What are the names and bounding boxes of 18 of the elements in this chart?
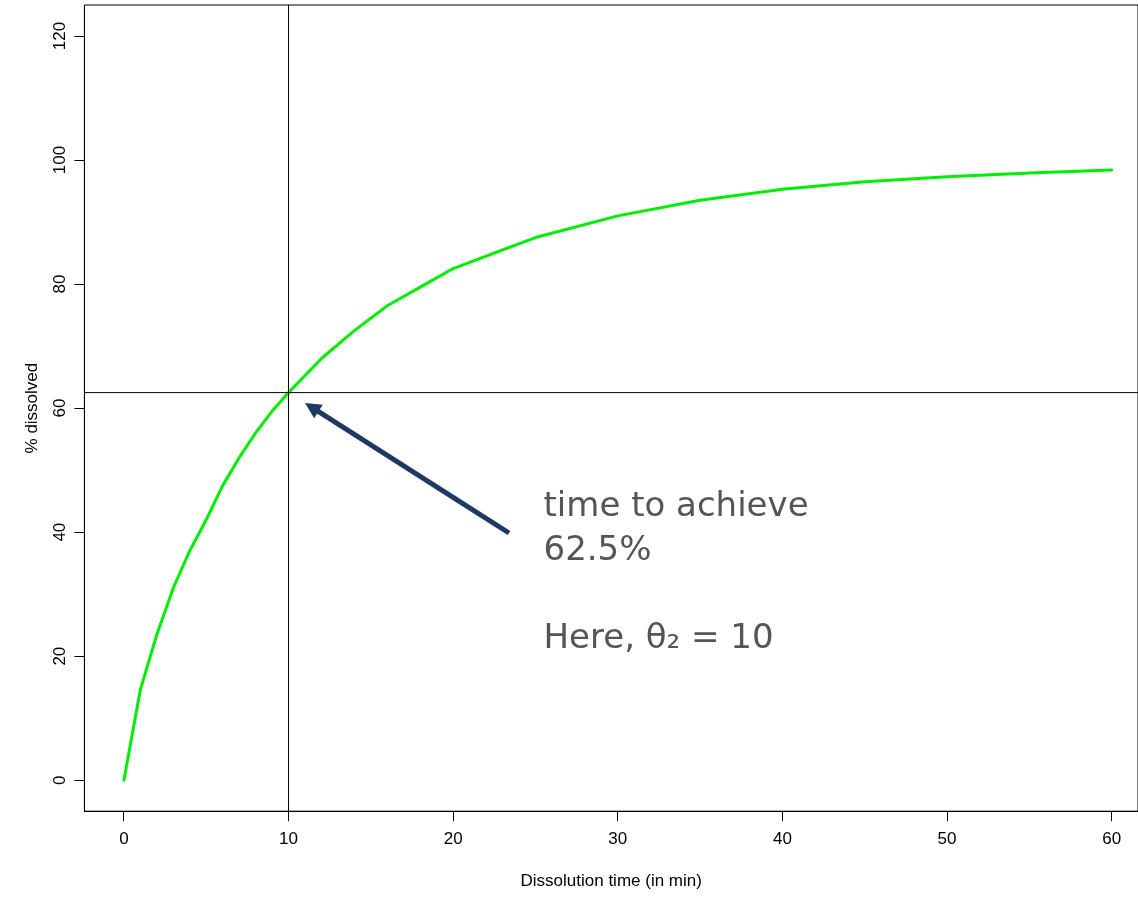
y-tick-label: 0: [50, 775, 70, 785]
x-tick-label: 10: [279, 829, 298, 849]
x-tick-label: 30: [608, 829, 628, 849]
x-tick-label: 0: [119, 829, 129, 849]
y-tick-label: 20: [50, 646, 70, 666]
x-axis-title: Dissolution time (in min): [520, 871, 702, 891]
x-tick-label: 50: [937, 829, 957, 849]
annotation: Here, θ₂ = 10: [543, 614, 774, 658]
y-tick-label: 40: [50, 522, 70, 542]
x-tick-label: 20: [443, 829, 463, 849]
y-tick-label: 60: [50, 398, 70, 418]
x-tick-label: 60: [1102, 829, 1122, 849]
annotation: time to achieve 62.5%: [543, 482, 809, 570]
x-tick-label: 40: [772, 829, 792, 849]
y-axis-title: % dissolved: [21, 362, 41, 454]
y-tick-label: 100: [50, 145, 70, 175]
y-tick-label: 80: [50, 274, 70, 294]
y-tick-label: 120: [50, 21, 70, 51]
